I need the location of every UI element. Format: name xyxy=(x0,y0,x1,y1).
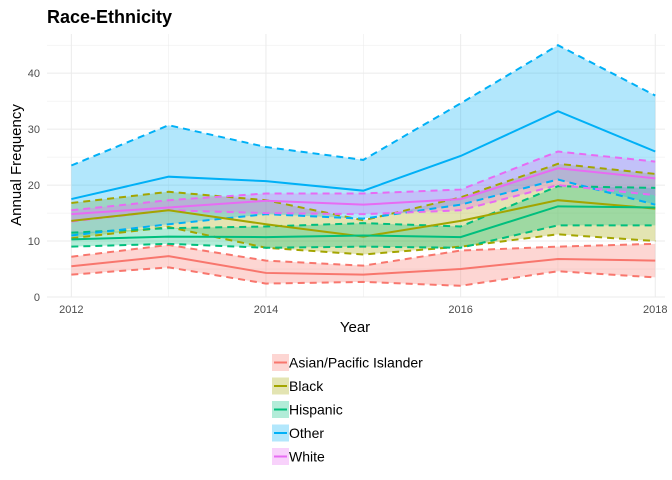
ci-band xyxy=(71,163,656,255)
y-tick-label: 20 xyxy=(28,180,40,192)
legend-item: Black xyxy=(272,377,324,395)
x-tick-label: 2016 xyxy=(448,304,472,316)
upper-bound-line xyxy=(71,150,656,212)
upper-bound-line xyxy=(71,185,656,234)
x-tick-label: 2014 xyxy=(254,304,278,316)
legend: Asian/Pacific Islander Black Hispanic Other… xyxy=(272,354,423,465)
legend-item: Hispanic xyxy=(272,401,343,418)
grid xyxy=(47,34,665,298)
chart-title: Race-Ethnicity xyxy=(47,7,172,27)
series-lines xyxy=(70,44,656,287)
legend-label: Black xyxy=(289,378,324,394)
ci-band xyxy=(71,186,656,248)
lower-bound-line xyxy=(71,266,656,287)
legend-label: White xyxy=(289,449,325,465)
upper-bound-line xyxy=(70,44,656,167)
upper-bound-line xyxy=(71,242,656,267)
lower-bound-line xyxy=(71,178,656,237)
legend-item: Asian/Pacific Islander xyxy=(272,354,423,371)
legend-label: Asian/Pacific Islander xyxy=(289,355,423,371)
series-line xyxy=(71,199,656,238)
x-tick-label: 2012 xyxy=(59,304,83,316)
ci-band xyxy=(71,45,656,236)
y-tick-label: 10 xyxy=(28,236,40,248)
y-tick-label: 30 xyxy=(28,124,40,136)
lower-bound-line xyxy=(71,226,656,256)
legend-label: Hispanic xyxy=(289,402,343,418)
lower-bound-line xyxy=(71,224,656,249)
x-axis-title: Year xyxy=(340,319,370,336)
series-line xyxy=(71,205,656,241)
y-axis-ticks: 0 10 20 30 40 xyxy=(28,68,40,304)
y-axis-title: Annual Frequency xyxy=(8,104,25,226)
y-tick-label: 0 xyxy=(34,292,40,304)
series-line xyxy=(71,167,656,216)
series-line xyxy=(71,110,656,201)
legend-label: Other xyxy=(289,425,324,441)
x-tick-label: 2018 xyxy=(643,304,667,316)
legend-item: Other xyxy=(272,424,324,442)
x-axis-ticks: 2012 2014 2016 2018 xyxy=(59,304,667,316)
upper-bound-line xyxy=(71,162,656,222)
y-tick-label: 40 xyxy=(28,68,40,80)
legend-item: White xyxy=(272,448,325,465)
series-line xyxy=(71,255,656,276)
